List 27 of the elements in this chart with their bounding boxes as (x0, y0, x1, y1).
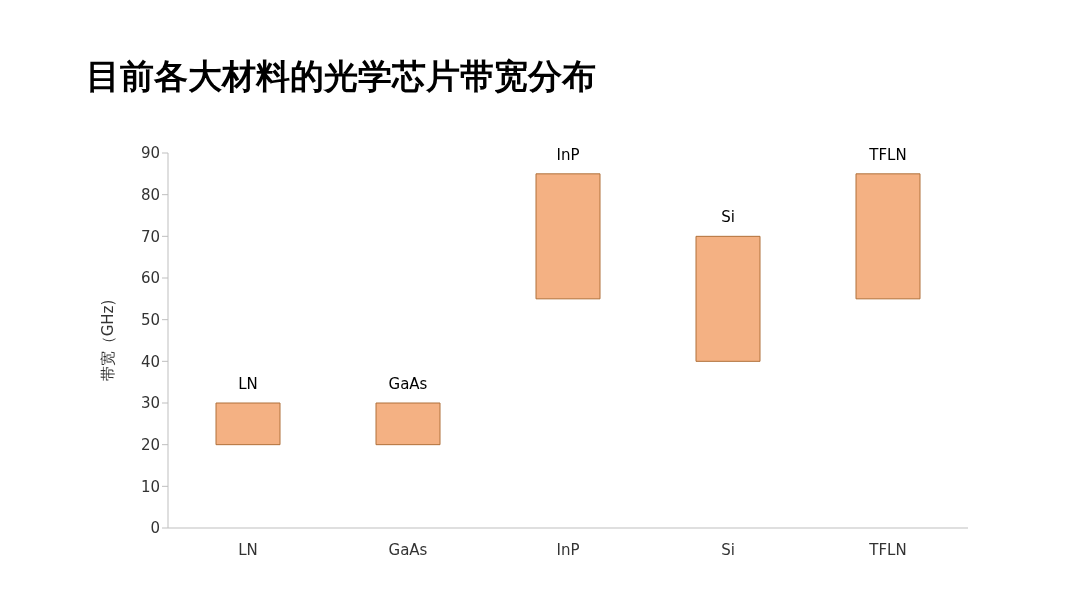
annotation: TFLN (868, 145, 907, 164)
y-tick-label: 40 (140, 352, 160, 371)
bar (855, 173, 921, 300)
annotation: LN (238, 375, 258, 393)
y-tick-label: 20 (140, 435, 160, 454)
bar (695, 235, 761, 362)
bar (215, 402, 281, 446)
bar (375, 402, 441, 446)
y-tick-label: 50 (140, 310, 160, 329)
x-tick-label: LN (238, 540, 258, 559)
y-tick-label: 90 (140, 144, 160, 163)
y-tick-label: 70 (140, 227, 160, 246)
y-tick-label: 80 (140, 185, 160, 204)
bar (535, 173, 601, 300)
y-tick-label: 10 (140, 477, 160, 496)
chart-title: 目前各大材料的光学芯片带宽分布 (86, 55, 596, 98)
x-tick-label: TFLN (868, 540, 907, 559)
x-tick-label: GaAs (388, 540, 428, 559)
x-tick-label: Si (721, 540, 735, 559)
annotation: GaAs (388, 375, 428, 393)
y-tick-label: 30 (140, 394, 160, 413)
x-tick-label: InP (556, 540, 580, 559)
y-tick-label: 0 (150, 519, 160, 538)
y-axis-title: 带宽（GHz) (99, 299, 118, 382)
annotation: Si (721, 208, 735, 227)
y-tick-label: 60 (140, 269, 160, 288)
annotation: InP (556, 145, 580, 164)
